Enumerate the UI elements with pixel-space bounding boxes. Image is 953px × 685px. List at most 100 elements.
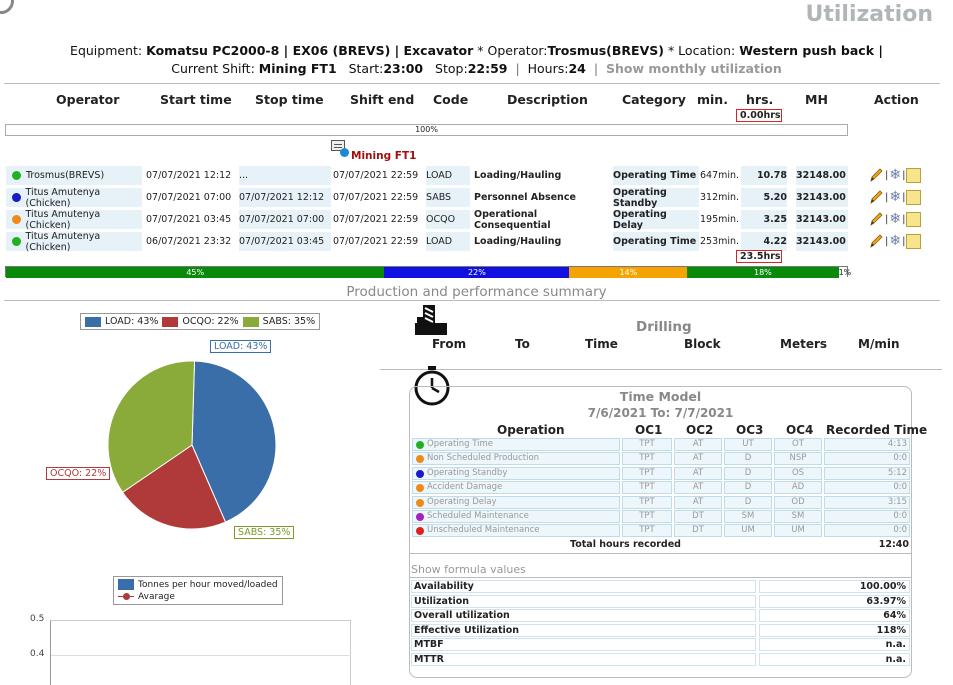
drill-col-time: Time (585, 337, 618, 351)
row-bg (426, 166, 470, 185)
separator: | (885, 191, 889, 203)
cell-category: Operating Delay (613, 208, 699, 231)
col-shift-end: Shift end (350, 92, 415, 107)
tm-cell-oc2: AT (674, 466, 722, 480)
logo-mark (0, 0, 14, 14)
pie-slice[interactable] (121, 444, 227, 530)
cell-text: Titus Amutenya (Chicken) (25, 186, 101, 209)
cell-operator: Titus Amutenya (Chicken) (6, 209, 142, 231)
total-hours-value: 12:40 (878, 539, 909, 550)
formula-value: n.a. (759, 638, 910, 651)
cell-start: 07/07/2021 12:12 (146, 166, 238, 185)
row-bg (6, 166, 142, 185)
edit-pencil-icon[interactable] (868, 211, 884, 227)
cell-description: Personnel Absence (474, 188, 610, 207)
cell-category: Operating Time (613, 166, 699, 185)
cell-mh: 32143.00 (796, 232, 848, 251)
pie-label-load: LOAD: 43% (210, 340, 272, 353)
row-bg (6, 232, 142, 251)
separator: | (885, 169, 889, 181)
legend-sabs: SABS: 35% (262, 316, 316, 327)
edit-pencil-icon[interactable] (868, 189, 884, 205)
col-stop-time: Stop time (255, 92, 324, 107)
tm-cell-oc2: AT (674, 495, 722, 509)
cell-text: ... (239, 170, 249, 181)
cell-text: 3.25 (763, 214, 787, 225)
cell-stop: 07/07/2021 12:12 (239, 188, 331, 207)
top-progress-bar: 100% (5, 124, 848, 136)
row-bg (796, 232, 848, 251)
formula-value: 63.97% (759, 594, 910, 608)
row-actions: | ❄ | (868, 189, 922, 205)
row-bg (239, 232, 331, 251)
note-icon[interactable] (906, 233, 922, 249)
legend-swatch-ocqo (162, 316, 179, 327)
cell-code: LOAD (426, 232, 470, 251)
note-icon[interactable] (906, 189, 922, 205)
legend-ocqo: OCQO: 22% (182, 316, 239, 327)
col-action: Action (874, 92, 919, 107)
tm-cell-oc1: TPT (622, 438, 672, 451)
equipment-value: Komatsu PC2000-8 | EX06 (BREVS) | Excava… (146, 43, 474, 58)
pie-chart (107, 360, 277, 530)
legend-swatch-sabs (242, 316, 259, 327)
tm-col-oc1: OC1 (635, 423, 663, 437)
cell-text: 07/07/2021 07:00 (239, 214, 325, 225)
table-row[interactable]: Trosmus(BREVS) 07/07/2021 12:12... 07/07/2… (6, 166, 856, 185)
calendar-icon (331, 140, 345, 151)
snowflake-icon[interactable]: ❄ (889, 189, 902, 205)
cell-text: 195min. (700, 214, 740, 225)
table-row[interactable]: Titus Amutenya (Chicken) 07/07/2021 07:00… (6, 186, 856, 209)
row-bg (426, 188, 470, 207)
bar-segment: 1% (838, 267, 852, 278)
monthly-utilization-link[interactable]: Show monthly utilization (605, 61, 782, 76)
tm-cell-oc2: AT (674, 481, 722, 495)
note-icon[interactable] (906, 211, 922, 227)
cell-min: 647min. (700, 166, 740, 185)
formula-row: MTTR n.a. (411, 652, 910, 667)
tm-cell-oc4: OT (774, 438, 822, 451)
table-row[interactable]: Titus Amutenya (Chicken) 07/07/2021 03:45… (6, 208, 856, 231)
cell-text: Operating Delay (613, 208, 667, 231)
row-bg (613, 188, 699, 207)
shift-info-line: Current Shift: Mining FT1 Start:23:00 St… (171, 61, 782, 76)
row-actions: | ❄ | (868, 211, 922, 227)
separator: | (902, 213, 906, 225)
cell-text: LOAD (426, 236, 453, 247)
snowflake-icon[interactable]: ❄ (889, 167, 902, 183)
cell-text: Titus Amutenya (Chicken) (25, 230, 101, 253)
equipment-info-line: Equipment: Komatsu PC2000-8 | EX06 (BREV… (70, 43, 883, 58)
row-actions: | ❄ | (868, 233, 922, 249)
formula-name: Overall utilization (411, 609, 756, 622)
edit-pencil-icon[interactable] (868, 233, 884, 249)
cell-text: 4.22 (763, 236, 787, 247)
cell-operator: Titus Amutenya (Chicken) (6, 230, 142, 253)
tm-cell-oc1: TPT (622, 524, 672, 538)
bar-segment: 18% (687, 267, 839, 278)
row-bg (796, 210, 848, 229)
pie-slice[interactable] (107, 360, 196, 494)
tm-cell-oc3: D (724, 452, 772, 466)
snowflake-icon[interactable]: ❄ (889, 233, 902, 249)
formula-values-link[interactable]: Show formula values (411, 563, 526, 576)
row-bg (613, 210, 699, 229)
note-icon[interactable] (906, 167, 922, 183)
cell-min: 312min. (700, 188, 740, 207)
formula-row: Utilization 63.97% (411, 594, 910, 609)
pie-slice[interactable] (191, 360, 277, 523)
cell-stop: ... (239, 166, 331, 185)
row-bg (6, 210, 142, 229)
page-title: Utilization (805, 2, 934, 27)
cell-text: 32143.00 (796, 236, 846, 247)
cell-text: 5.20 (763, 192, 787, 203)
table-row[interactable]: Titus Amutenya (Chicken) 06/07/2021 23:32… (6, 230, 856, 253)
edit-pencil-icon[interactable] (868, 167, 884, 183)
status-dot-icon (416, 484, 424, 493)
snowflake-icon[interactable]: ❄ (889, 211, 902, 227)
row-actions: | ❄ | (868, 167, 922, 183)
cell-start: 07/07/2021 07:00 (146, 188, 238, 207)
legend-tonnes: Tonnes per hour moved/loaded (138, 579, 278, 590)
cell-text: 07/07/2021 12:12 (146, 170, 232, 181)
tm-cell-operation: Operating Time (412, 438, 620, 451)
tm-col-recorded: Recorded Time (826, 423, 928, 437)
